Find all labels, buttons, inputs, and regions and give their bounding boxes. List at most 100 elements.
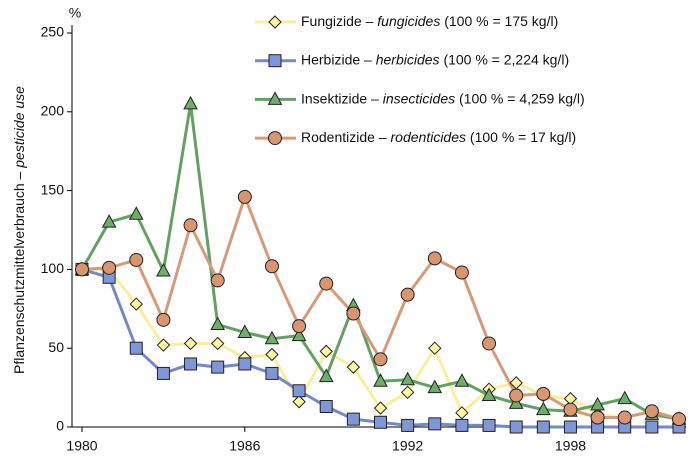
data-point: [75, 262, 89, 277]
y-label-de: Pflanzenschutzmittelverbrauch: [11, 183, 27, 374]
data-point: [318, 368, 334, 383]
data-point: [156, 338, 171, 352]
data-point: [401, 418, 415, 432]
data-point: [455, 418, 469, 432]
data-point: [346, 412, 360, 426]
y-tick-label: 50: [48, 339, 64, 355]
y-unit: %: [69, 5, 81, 21]
data-point: [428, 417, 442, 431]
legend-entry: Fungizide – fungicides (100 % = 175 kg/l…: [301, 13, 558, 29]
data-point: [374, 415, 387, 429]
x-tick-label: 1980: [66, 438, 97, 454]
data-point: [237, 189, 252, 204]
data-point: [183, 95, 198, 110]
data-point: [400, 287, 415, 302]
legend-name-en: rodenticides: [391, 129, 467, 145]
data-point: [156, 312, 171, 327]
data-point: [183, 218, 198, 233]
data-point: [400, 371, 415, 386]
legend-marker: [268, 15, 282, 29]
y-label-sep: –: [11, 171, 27, 179]
legend-marker: [267, 91, 283, 105]
legend-name-en: herbicides: [376, 51, 440, 67]
data-point: [590, 396, 605, 411]
y-tick-label: 250: [41, 24, 65, 40]
data-point: [536, 386, 551, 401]
data-point: [156, 262, 171, 277]
legend-marker: [268, 54, 282, 68]
legend-entry: Insektizide – insecticides (100 % = 4,25…: [301, 90, 585, 106]
x-tick-label: 1998: [555, 438, 586, 454]
data-point: [454, 265, 469, 280]
legend-note: (100 % = 175 kg/l): [444, 13, 558, 29]
data-point: [346, 360, 361, 374]
legend-name-en: insecticides: [383, 90, 455, 106]
data-point: [292, 395, 306, 409]
data-point: [292, 319, 307, 334]
legend-note: (100 % = 17 kg/l): [470, 129, 576, 145]
legend-note: (100 % = 4,259 kg/l): [459, 90, 585, 106]
legend-name: Insektizide: [301, 90, 367, 106]
data-point: [454, 373, 470, 387]
data-point: [319, 276, 334, 291]
data-point: [101, 214, 117, 228]
data-point: [373, 352, 388, 367]
data-point: [563, 402, 578, 417]
y-tick-label: 150: [41, 181, 65, 197]
legend-sep: –: [366, 13, 374, 29]
legend-name-en: fungicides: [377, 13, 440, 29]
data-point: [210, 273, 225, 288]
legend-name: Herbizide: [301, 51, 360, 67]
data-point: [129, 252, 144, 267]
data-point: [455, 406, 469, 420]
legend-note: (100 % = 2,224 kg/l): [443, 51, 569, 67]
data-point: [238, 357, 252, 371]
y-label-en: pesticide use: [11, 86, 27, 169]
data-point: [509, 388, 524, 403]
data-point: [156, 366, 170, 380]
legend-sep: –: [371, 90, 379, 106]
data-point: [292, 384, 306, 398]
data-point: [184, 357, 198, 371]
data-point: [319, 344, 333, 359]
data-point: [672, 412, 686, 427]
data-point: [645, 420, 659, 434]
data-point: [427, 379, 443, 394]
legend-entry: Herbizide – herbicides (100 % = 2,224 kg…: [301, 51, 569, 67]
legend-entry: Rodentizide – rodenticides (100 % = 17 k…: [301, 129, 576, 145]
data-point: [644, 404, 659, 419]
legend-name: Rodentizide: [301, 129, 375, 145]
data-point: [535, 401, 551, 416]
data-point: [210, 336, 225, 351]
data-point: [183, 336, 198, 351]
data-point: [617, 390, 633, 405]
data-point: [482, 336, 497, 351]
data-point: [536, 420, 550, 434]
data-point: [481, 387, 497, 401]
data-point: [102, 260, 117, 275]
legend-sep: –: [379, 129, 387, 145]
data-point: [211, 360, 225, 374]
data-point: [129, 297, 143, 311]
data-point: [427, 251, 442, 266]
data-point: [373, 401, 388, 415]
data-point: [563, 420, 577, 434]
data-point: [428, 341, 442, 355]
x-tick-label: 1992: [392, 438, 423, 454]
data-point: [291, 327, 307, 342]
data-point: [590, 410, 605, 425]
data-point: [265, 366, 279, 380]
data-point: [319, 400, 333, 414]
data-point: [129, 341, 143, 355]
data-point: [509, 420, 523, 434]
legend-marker: [268, 131, 282, 146]
data-point: [237, 324, 253, 338]
data-point: [400, 385, 415, 400]
y-tick-label: 0: [56, 418, 64, 434]
data-point: [482, 418, 496, 432]
data-point: [373, 373, 388, 387]
data-point: [210, 316, 226, 331]
data-point: [617, 410, 632, 425]
data-point: [346, 306, 361, 321]
